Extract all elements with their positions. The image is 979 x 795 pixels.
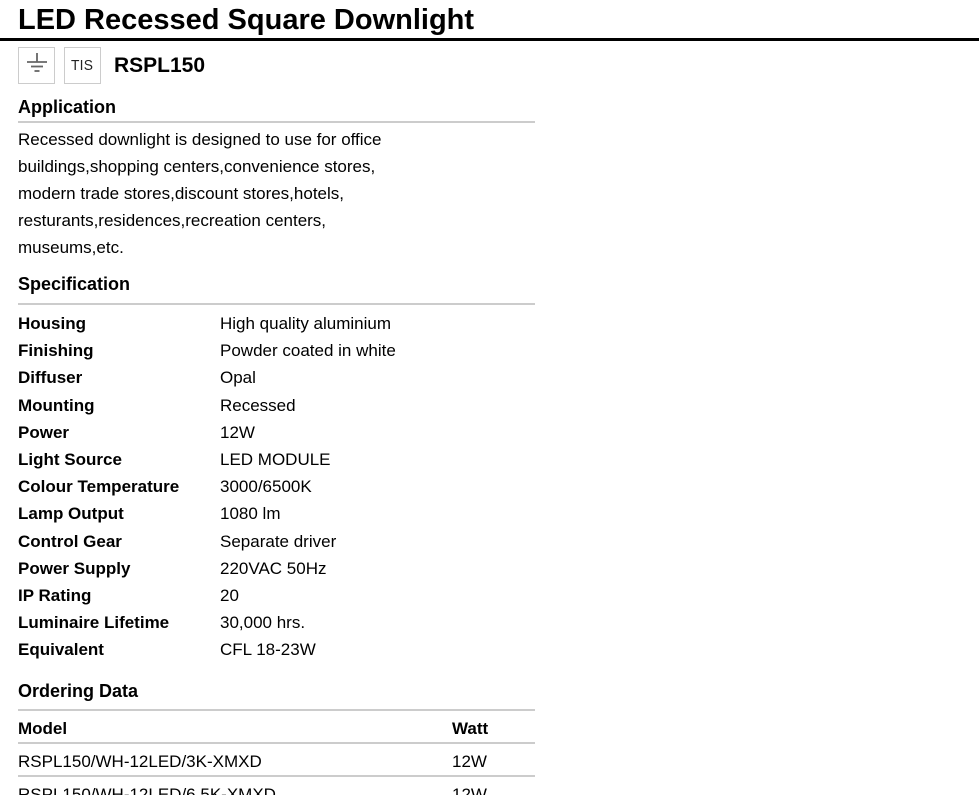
ground-symbol-box	[18, 47, 55, 84]
application-heading: Application	[18, 97, 116, 117]
spec-row: Light Source LED MODULE	[18, 446, 535, 473]
table-cell-watt: 12W	[452, 784, 487, 795]
spec-row: Power 12W	[18, 419, 535, 446]
spec-value: 220VAC 50Hz	[220, 558, 327, 578]
spec-label: Colour Temperature	[18, 477, 180, 497]
spec-label: Power	[18, 422, 70, 442]
model-code: RSPL150	[114, 53, 206, 77]
specification-heading: Specification	[18, 274, 131, 294]
spec-row: Power Supply 220VAC 50Hz	[18, 555, 535, 582]
ordering-data-heading: Ordering Data	[18, 680, 139, 701]
ordering-table: Model Watt RSPL150/WH-12LED/3K-XMXD 12W …	[18, 711, 535, 795]
table-cell-model: RSPL150/WH-12LED/6.5K-XMXD	[18, 784, 276, 795]
spec-row: Finishing Powder coated in white	[18, 337, 535, 364]
table-cell-watt: 12W	[452, 751, 487, 771]
spec-value: 20	[220, 586, 239, 606]
spec-label: IP Rating	[18, 586, 92, 606]
spec-value: 1080 lm	[220, 504, 281, 524]
specification-rule	[18, 303, 535, 305]
spec-label: Equivalent	[18, 640, 104, 660]
spec-row: Luminaire Lifetime 30,000 hrs.	[18, 609, 535, 636]
earth-ground-icon	[24, 50, 50, 81]
application-line: resturants,residences,recreation centers…	[18, 211, 327, 230]
column-header-watt: Watt	[452, 718, 489, 738]
table-row: RSPL150/WH-12LED/6.5K-XMXD 12W	[18, 777, 535, 795]
specification-list: Housing High quality aluminium Finishing…	[18, 310, 535, 664]
spec-label: Mounting	[18, 395, 95, 415]
ordering-table-header-row: Model Watt	[18, 711, 535, 744]
ordering-data-rule	[18, 708, 535, 711]
spec-row: Control Gear Separate driver	[18, 528, 535, 555]
specification-section: Specification Housing High quality alumi…	[18, 274, 535, 664]
spec-value: Separate driver	[220, 531, 337, 551]
spec-value: Opal	[220, 368, 256, 388]
spec-label: Luminaire Lifetime	[18, 613, 170, 633]
application-section: Application Recessed downlight is design…	[18, 97, 535, 261]
table-cell-model: RSPL150/WH-12LED/3K-XMXD	[18, 751, 262, 771]
spec-row: Lamp Output 1080 lm	[18, 500, 535, 527]
spec-label: Lamp Output	[18, 504, 124, 524]
spec-label: Finishing	[18, 341, 94, 361]
spec-value: 30,000 hrs.	[220, 613, 306, 633]
ordering-data-section: Ordering Data Model Watt RSPL150/WH-12LE…	[18, 681, 535, 795]
spec-row: IP Rating 20	[18, 582, 535, 609]
spec-value: 12W	[220, 422, 255, 442]
spec-label: Housing	[18, 314, 86, 333]
spec-row: Mounting Recessed	[18, 392, 535, 419]
application-line: museums,etc.	[18, 238, 124, 257]
tis-certification-label: TIS	[71, 57, 94, 74]
spec-value: Powder coated in white	[220, 341, 396, 361]
spec-value: 3000/6500K	[220, 477, 312, 497]
badge-row: TIS RSPL150	[18, 47, 979, 84]
application-line: modern trade stores,discount stores,hote…	[18, 184, 344, 203]
spec-label: Diffuser	[18, 368, 83, 388]
spec-row: Colour Temperature 3000/6500K	[18, 473, 535, 500]
tis-certification-box: TIS	[64, 47, 101, 84]
spec-row: Housing High quality aluminium	[18, 310, 535, 337]
application-line: Recessed downlight is designed to use fo…	[18, 130, 382, 149]
page-title: LED Recessed Square Downlight	[0, 0, 979, 41]
table-row: RSPL150/WH-12LED/3K-XMXD 12W	[18, 744, 535, 777]
spec-label: Power Supply	[18, 558, 131, 578]
application-rule	[18, 121, 535, 123]
spec-row: Equivalent CFL 18-23W	[18, 636, 535, 663]
column-header-model: Model	[18, 718, 68, 738]
spec-value: LED MODULE	[220, 450, 331, 470]
spec-value: CFL 18-23W	[220, 640, 316, 660]
spec-label: Light Source	[18, 450, 122, 470]
application-line: buildings,shopping centers,convenience s…	[18, 157, 376, 176]
spec-label: Control Gear	[18, 531, 122, 551]
application-paragraph: Recessed downlight is designed to use fo…	[18, 126, 535, 261]
spec-value: Recessed	[220, 395, 296, 415]
spec-row: Diffuser Opal	[18, 364, 535, 391]
spec-value: High quality aluminium	[220, 314, 392, 333]
